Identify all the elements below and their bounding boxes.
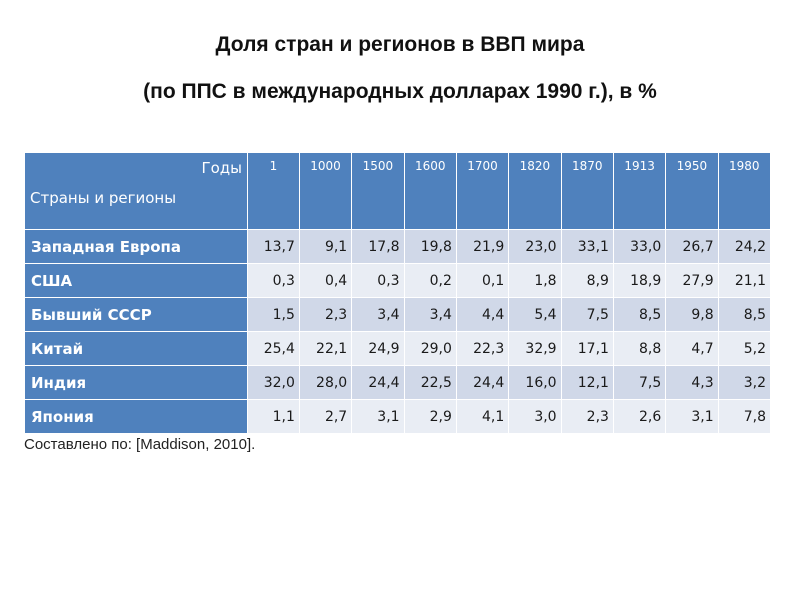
table-cell: 26,7 — [665, 229, 719, 264]
table-cell: 24,4 — [455, 365, 510, 400]
table-cell: 27,9 — [665, 263, 719, 298]
table-cell: 22,5 — [403, 365, 457, 400]
year-header: 1000 — [298, 152, 353, 230]
source-note: Составлено по: [Maddison, 2010]. — [24, 436, 256, 453]
title-line-2: (по ППС в международных долларах 1990 г.… — [143, 80, 657, 103]
table-cell: 21,1 — [717, 263, 772, 298]
table-cell: 0,2 — [403, 263, 457, 298]
table-cell: 16,0 — [508, 365, 562, 400]
table-cell: 17,1 — [560, 331, 614, 366]
table-cell: 1,5 — [247, 297, 300, 332]
table-cell: 32,0 — [247, 365, 300, 400]
table-cell: 17,8 — [351, 229, 405, 264]
table-cell: 24,2 — [717, 229, 772, 264]
title-line-1: Доля стран и регионов в ВВП мира — [215, 33, 585, 56]
table-cell: 8,9 — [560, 263, 614, 298]
table-cell: 3,1 — [665, 399, 719, 434]
table-row: США 0,3 0,4 0,3 0,2 0,1 1,8 8,9 18,9 27,… — [24, 263, 772, 298]
table-cell: 0,3 — [247, 263, 300, 298]
table-cell: 28,0 — [298, 365, 353, 400]
table-row: Индия 32,0 28,0 24,4 22,5 24,4 16,0 12,1… — [24, 365, 772, 400]
region-label: Япония — [24, 399, 248, 434]
table-cell: 7,8 — [717, 399, 772, 434]
table-cell: 3,1 — [351, 399, 405, 434]
table-cell: 25,4 — [247, 331, 300, 366]
table-cell: 1,1 — [247, 399, 300, 434]
table-cell: 23,0 — [508, 229, 562, 264]
table-cell: 2,3 — [298, 297, 353, 332]
table-cell: 0,3 — [351, 263, 405, 298]
year-header: 1600 — [403, 152, 457, 230]
corner-regions-label: Страны и регионы — [30, 189, 177, 207]
table-cell: 3,4 — [403, 297, 457, 332]
table-cell: 2,3 — [560, 399, 614, 434]
year-header: 1500 — [351, 152, 405, 230]
year-header: 1980 — [717, 152, 772, 230]
header-row: Годы Страны и регионы 1 1000 1500 1600 1… — [24, 152, 772, 230]
table-cell: 8,5 — [717, 297, 772, 332]
table-cell: 18,9 — [612, 263, 667, 298]
table-cell: 5,2 — [717, 331, 772, 366]
table-cell: 7,5 — [560, 297, 614, 332]
table-cell: 4,3 — [665, 365, 719, 400]
table-cell: 2,7 — [298, 399, 353, 434]
table-row: Западная Европа 13,7 9,1 17,8 19,8 21,9 … — [24, 229, 772, 264]
year-header: 1700 — [455, 152, 510, 230]
table-cell: 9,1 — [298, 229, 353, 264]
year-header: 1820 — [508, 152, 562, 230]
corner-years-label: Годы — [201, 159, 242, 177]
table-cell: 22,3 — [455, 331, 510, 366]
table-row: Китай 25,4 22,1 24,9 29,0 22,3 32,9 17,1… — [24, 331, 772, 366]
table-cell: 4,7 — [665, 331, 719, 366]
gdp-share-table: Годы Страны и регионы 1 1000 1500 1600 1… — [24, 152, 772, 434]
table-cell: 12,1 — [560, 365, 614, 400]
region-label: Индия — [24, 365, 248, 400]
table-cell: 32,9 — [508, 331, 562, 366]
year-header: 1870 — [560, 152, 614, 230]
table-cell: 33,1 — [560, 229, 614, 264]
region-label: Западная Европа — [24, 229, 248, 264]
table-row: Бывший СССР 1,5 2,3 3,4 3,4 4,4 5,4 7,5 … — [24, 297, 772, 332]
table-cell: 33,0 — [612, 229, 667, 264]
table-cell: 2,9 — [403, 399, 457, 434]
table-cell: 0,1 — [455, 263, 510, 298]
table-row: Япония 1,1 2,7 3,1 2,9 4,1 3,0 2,3 2,6 3… — [24, 399, 772, 434]
table-cell: 9,8 — [665, 297, 719, 332]
table-cell: 0,4 — [298, 263, 353, 298]
table-cell: 3,4 — [351, 297, 405, 332]
table-cell: 22,1 — [298, 331, 353, 366]
region-label: Бывший СССР — [24, 297, 248, 332]
table-cell: 3,2 — [717, 365, 772, 400]
table-cell: 7,5 — [612, 365, 667, 400]
table-cell: 21,9 — [455, 229, 510, 264]
table-cell: 24,4 — [351, 365, 405, 400]
region-label: США — [24, 263, 248, 298]
table-cell: 8,5 — [612, 297, 667, 332]
table-cell: 2,6 — [612, 399, 667, 434]
year-header: 1950 — [665, 152, 719, 230]
corner-header-cell: Годы Страны и регионы — [24, 152, 248, 230]
table-cell: 24,9 — [351, 331, 405, 366]
table-cell: 3,0 — [508, 399, 562, 434]
table-cell: 1,8 — [508, 263, 562, 298]
table-cell: 4,4 — [455, 297, 510, 332]
table-cell: 5,4 — [508, 297, 562, 332]
table-cell: 4,1 — [455, 399, 510, 434]
year-header: 1913 — [612, 152, 667, 230]
table-cell: 13,7 — [247, 229, 300, 264]
region-label: Китай — [24, 331, 248, 366]
year-header: 1 — [247, 152, 300, 230]
table-cell: 8,8 — [612, 331, 667, 366]
table-cell: 29,0 — [403, 331, 457, 366]
table-cell: 19,8 — [403, 229, 457, 264]
